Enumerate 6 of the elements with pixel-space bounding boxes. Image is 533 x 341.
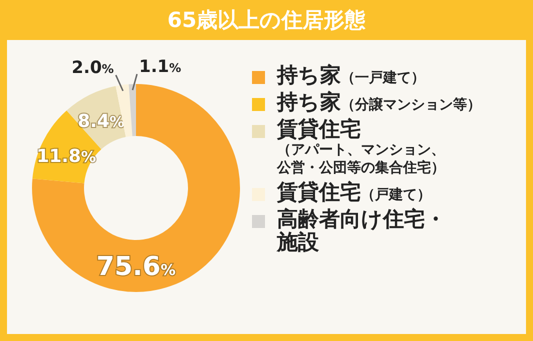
legend-label: 持ち家（一戸建て） [277, 63, 425, 87]
title: 65歳以上の住居形態 [166, 7, 367, 34]
legend-label: 賃貸住宅（戸建て） [277, 180, 431, 204]
legend-label: 持ち家（分譲マンション等） [277, 90, 481, 114]
legend-label: 賃貸住宅（アパート、マンション、公営・公団等の集合住宅） [277, 117, 446, 177]
legend-label: 高齢者向け住宅・施設 [277, 207, 447, 254]
